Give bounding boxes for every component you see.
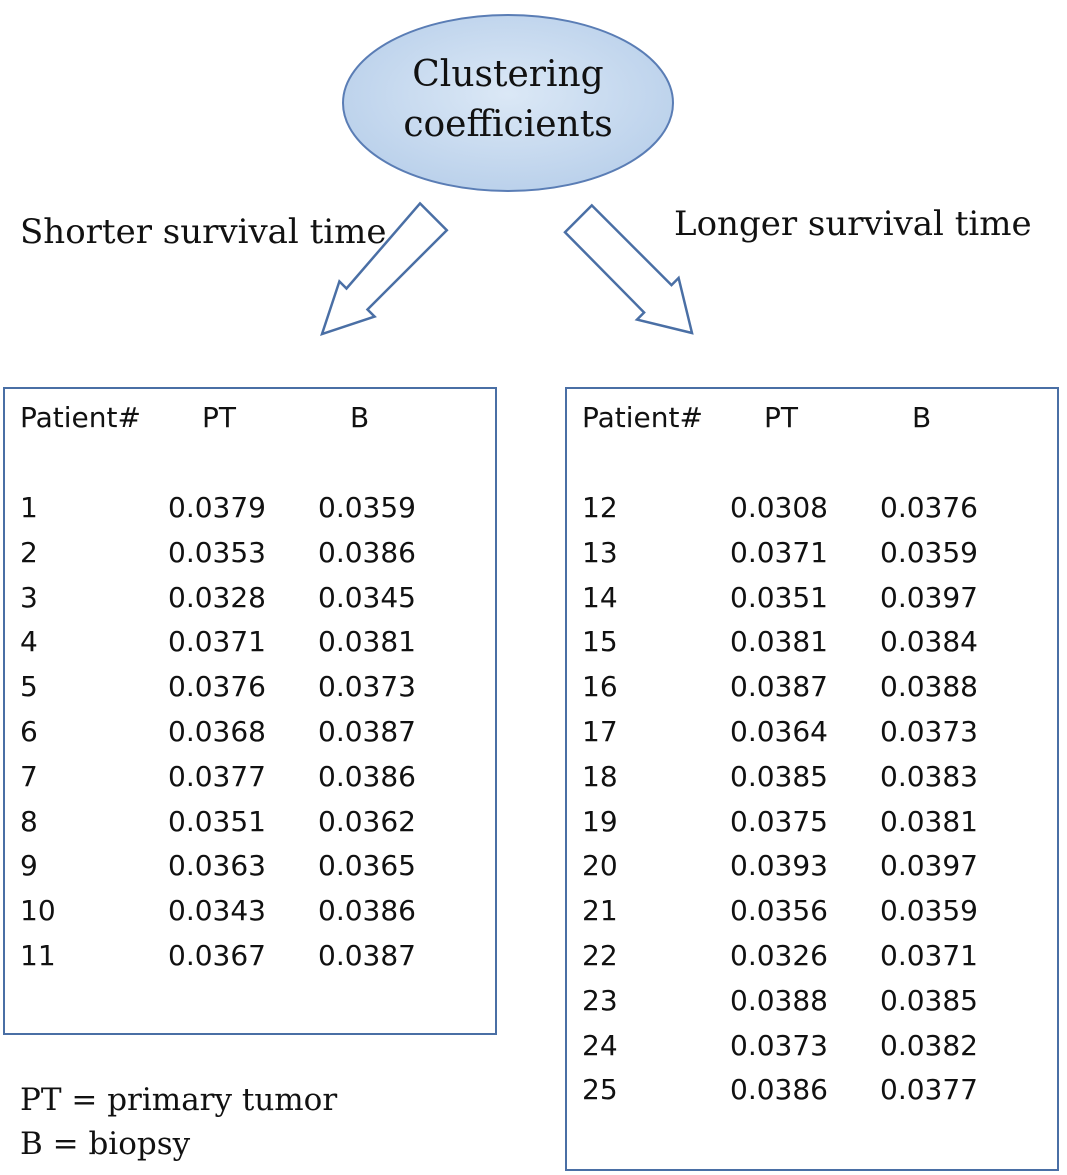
patient-id-cell: 10 bbox=[20, 894, 56, 928]
right-arrow bbox=[563, 203, 694, 335]
pt-value-cell: 0.0351 bbox=[730, 580, 828, 614]
b-value-cell: 0.0345 bbox=[318, 580, 416, 614]
pt-value-cell: 0.0356 bbox=[730, 894, 828, 928]
pt-value-cell: 0.0377 bbox=[168, 759, 266, 793]
b-value-cell: 0.0373 bbox=[880, 715, 978, 748]
longer-survival-table: Patient# PT B 12 0.0308 0.0376 13 0.0371 0.0359 1… bbox=[565, 387, 1059, 1171]
b-value-cell: 0.0359 bbox=[318, 491, 416, 524]
patient-id-cell: 18 bbox=[582, 759, 618, 793]
b-value-cell: 0.0365 bbox=[318, 849, 416, 883]
patient-id-cell: 22 bbox=[582, 939, 618, 972]
b-value-cell: 0.0382 bbox=[880, 1028, 978, 1062]
patient-id-cell: 21 bbox=[582, 894, 618, 928]
b-value-cell: 0.0386 bbox=[318, 894, 416, 928]
pt-value-cell: 0.0367 bbox=[168, 939, 266, 972]
patient-id-cell: 12 bbox=[582, 491, 618, 524]
patient-id-cell: 5 bbox=[20, 670, 38, 704]
pt-value-cell: 0.0371 bbox=[730, 535, 828, 569]
pt-value-cell: 0.0375 bbox=[730, 804, 828, 838]
legend-pt: PT = primary tumor bbox=[20, 1082, 338, 1118]
patient-id-cell: 3 bbox=[20, 580, 38, 614]
patient-id-cell: 8 bbox=[20, 804, 38, 838]
shorter-survival-table: Patient# PT B 1 0.0379 0.0359 2 0.0353 0.0386 3 0.… bbox=[3, 387, 497, 1035]
pt-value-cell: 0.0343 bbox=[168, 894, 266, 928]
patient-id-cell: 11 bbox=[20, 939, 56, 972]
patient-id-cell: 24 bbox=[582, 1028, 618, 1062]
patient-id-cell: 23 bbox=[582, 983, 618, 1017]
column-header: B bbox=[350, 401, 370, 434]
b-value-cell: 0.0362 bbox=[318, 804, 416, 838]
patient-id-cell: 17 bbox=[582, 715, 618, 748]
root-ellipse bbox=[342, 14, 674, 192]
pt-value-cell: 0.0379 bbox=[168, 491, 266, 524]
pt-value-cell: 0.0363 bbox=[168, 849, 266, 883]
longer-survival-label: Longer survival time bbox=[674, 204, 1032, 244]
b-value-cell: 0.0387 bbox=[318, 939, 416, 972]
b-value-cell: 0.0381 bbox=[318, 625, 416, 659]
b-value-cell: 0.0373 bbox=[318, 670, 416, 704]
patient-id-cell: 15 bbox=[582, 625, 618, 659]
pt-value-cell: 0.0373 bbox=[730, 1028, 828, 1062]
column-header: Patient# bbox=[20, 401, 141, 434]
b-value-cell: 0.0387 bbox=[318, 715, 416, 748]
b-value-cell: 0.0381 bbox=[880, 804, 978, 838]
patient-id-cell: 7 bbox=[20, 759, 38, 793]
root-label-line1: Clustering bbox=[412, 54, 604, 95]
b-value-cell: 0.0386 bbox=[318, 759, 416, 793]
patient-id-cell: 25 bbox=[582, 1073, 618, 1107]
b-value-cell: 0.0376 bbox=[880, 491, 978, 524]
column-header: B bbox=[912, 401, 932, 434]
pt-value-cell: 0.0387 bbox=[730, 670, 828, 704]
patient-id-cell: 13 bbox=[582, 535, 618, 569]
pt-value-cell: 0.0371 bbox=[168, 625, 266, 659]
shorter-survival-label: Shorter survival time bbox=[20, 212, 387, 252]
legend-b: B = biopsy bbox=[20, 1126, 191, 1162]
patient-id-cell: 6 bbox=[20, 715, 38, 748]
b-value-cell: 0.0371 bbox=[880, 939, 978, 972]
left-arrow bbox=[320, 201, 449, 336]
b-value-cell: 0.0359 bbox=[880, 894, 978, 928]
pt-value-cell: 0.0353 bbox=[168, 535, 266, 569]
b-value-cell: 0.0359 bbox=[880, 535, 978, 569]
pt-value-cell: 0.0328 bbox=[168, 580, 266, 614]
pt-value-cell: 0.0386 bbox=[730, 1073, 828, 1107]
patient-id-cell: 4 bbox=[20, 625, 38, 659]
patient-id-cell: 2 bbox=[20, 535, 38, 569]
patient-id-cell: 14 bbox=[582, 580, 618, 614]
root-label-line2: coefficients bbox=[403, 104, 613, 145]
pt-value-cell: 0.0388 bbox=[730, 983, 828, 1017]
patient-id-cell: 16 bbox=[582, 670, 618, 704]
b-value-cell: 0.0384 bbox=[880, 625, 978, 659]
b-value-cell: 0.0388 bbox=[880, 670, 978, 704]
pt-value-cell: 0.0376 bbox=[168, 670, 266, 704]
pt-value-cell: 0.0368 bbox=[168, 715, 266, 748]
pt-value-cell: 0.0393 bbox=[730, 849, 828, 883]
pt-value-cell: 0.0326 bbox=[730, 939, 828, 972]
column-header: PT bbox=[764, 401, 798, 434]
b-value-cell: 0.0383 bbox=[880, 759, 978, 793]
pt-value-cell: 0.0308 bbox=[730, 491, 828, 524]
b-value-cell: 0.0397 bbox=[880, 580, 978, 614]
column-header: PT bbox=[202, 401, 236, 434]
patient-id-cell: 9 bbox=[20, 849, 38, 883]
b-value-cell: 0.0397 bbox=[880, 849, 978, 883]
column-header: Patient# bbox=[582, 401, 703, 434]
patient-id-cell: 20 bbox=[582, 849, 618, 883]
b-value-cell: 0.0386 bbox=[318, 535, 416, 569]
b-value-cell: 0.0377 bbox=[880, 1073, 978, 1107]
pt-value-cell: 0.0351 bbox=[168, 804, 266, 838]
pt-value-cell: 0.0385 bbox=[730, 759, 828, 793]
patient-id-cell: 1 bbox=[20, 491, 38, 524]
pt-value-cell: 0.0364 bbox=[730, 715, 828, 748]
root-node: Clustering coefficients bbox=[340, 12, 676, 194]
pt-value-cell: 0.0381 bbox=[730, 625, 828, 659]
branch-arrows bbox=[320, 201, 694, 336]
b-value-cell: 0.0385 bbox=[880, 983, 978, 1017]
patient-id-cell: 19 bbox=[582, 804, 618, 838]
